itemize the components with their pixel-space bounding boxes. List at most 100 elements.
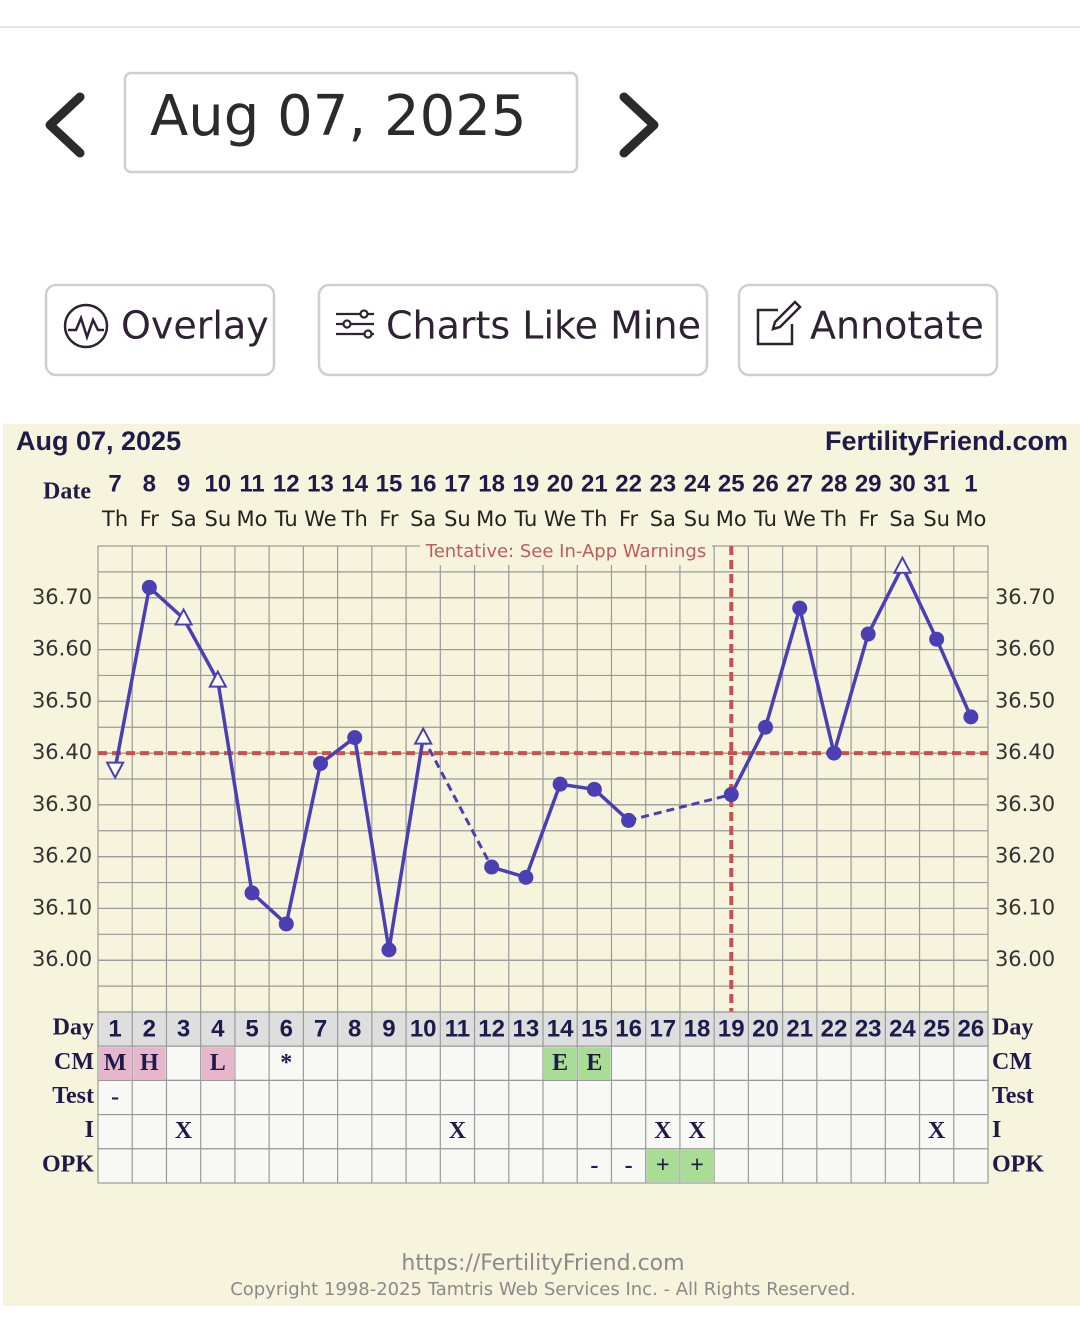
button-frame[interactable] [317,283,709,377]
y2-tick-label: 36.20 [995,844,1055,868]
date-label: 29 [855,470,882,497]
y-tick-label: 36.30 [32,792,92,816]
weekday-label: Fr [379,507,399,531]
date-label: 23 [649,470,676,497]
date-label: 14 [341,470,368,497]
date-label: 20 [547,470,574,497]
temp-point [963,709,979,725]
cell-highlight [544,1047,577,1080]
date-label: 10 [204,470,231,497]
annotation: Tentative: See In-App Warnings [425,541,706,562]
weekday-label: Su [444,507,471,531]
y-tick-label: 36.00 [32,947,92,971]
date-label: 1 [964,470,977,497]
table-cell: 8 [348,1015,361,1042]
date-label: 25 [718,470,745,497]
next-button[interactable] [619,92,659,158]
cell-highlight [646,1149,679,1182]
weekday-label: Th [580,507,607,531]
gap-connector [628,793,732,822]
table-cell: X [688,1118,706,1144]
weekday-label: Mo [237,507,268,531]
weekday-label: Sa [650,507,676,531]
charts-like-mine-button[interactable]: Charts Like Mine [317,283,709,377]
row-label: OPK [42,1151,94,1177]
table-cell: - [590,1152,598,1178]
row-label: Day [992,1015,1033,1041]
table-cell: 11 [445,1015,470,1042]
overlay-icon [68,314,104,341]
temp-point [484,859,500,875]
date-label: 13 [307,470,334,497]
date-label: 22 [615,470,642,497]
date-label: 28 [821,470,848,497]
temp-point [244,885,260,901]
date-label: 19 [513,470,540,497]
cell-highlight [99,1047,132,1080]
date-label: 31 [923,470,950,497]
annotate-button[interactable]: Annotate [737,283,999,377]
table-cell: 16 [615,1015,642,1042]
table-cell: X [654,1118,672,1144]
table-cell: 12 [478,1015,505,1042]
y-tick-label: 36.70 [32,585,92,609]
date-label: 11 [239,470,264,497]
temp-point [413,726,433,745]
table-cell: 14 [547,1015,574,1042]
weekday-label: Tu [513,507,537,531]
date-label: 7 [108,470,121,497]
y2-tick-label: 36.00 [995,947,1055,971]
prev-button[interactable] [45,92,85,158]
date-field[interactable] [123,71,579,174]
temp-point [208,669,228,688]
cell-highlight [578,1047,611,1080]
table-cell: X [928,1118,946,1144]
table-cell: 26 [958,1015,985,1042]
weekday-label: Fr [859,507,879,531]
temp-point [141,579,157,595]
y-tick-label: 36.20 [32,844,92,868]
table-cell: M [104,1050,127,1076]
weekday-label: Th [820,507,847,531]
brand: FertilityFriend.com [825,426,1068,456]
annotation-bg [420,539,712,565]
table-cell: 21 [786,1015,813,1042]
date-label: 27 [786,470,813,497]
table-cell: 15 [581,1015,608,1042]
date-label: 12 [273,470,300,497]
date-label: 30 [889,470,916,497]
prev-arrow[interactable] [45,92,85,158]
sliders-icon [336,309,374,339]
weekday-label: Su [684,507,711,531]
row-label: Test [992,1083,1034,1109]
temp-point [826,745,842,761]
plot: 7Th8Fr9Sa10Su11Mo12Tu13We14Th15Fr16Sa17S… [32,470,1055,1184]
date-label: 17 [444,470,471,497]
table-cell: 20 [752,1015,779,1042]
temp-point [278,916,294,932]
table-cell: L [210,1050,226,1076]
temp-point [860,626,876,642]
table-cell: - [111,1084,119,1110]
next-arrow[interactable] [619,92,659,158]
table-cell: 17 [649,1015,676,1042]
table-cell: 25 [923,1015,950,1042]
overlay-button[interactable]: Overlay [44,283,276,377]
button-frame[interactable] [44,283,276,377]
table-cell: X [449,1118,467,1144]
annotate-icon [756,300,802,346]
table-cell: 24 [889,1015,916,1042]
table-cell: + [656,1152,670,1178]
footer-url: https://FertilityFriend.com [401,1251,684,1276]
button-frame[interactable] [737,283,999,377]
table-cell: E [552,1050,568,1076]
temp-point [347,730,363,746]
date-label: 24 [684,470,711,497]
row-label: OPK [992,1151,1044,1177]
temp-point [173,607,194,626]
table-cell: 6 [280,1015,293,1042]
weekday-label: Th [341,507,368,531]
row-label: Day [53,1015,94,1041]
weekday-label: Fr [619,507,639,531]
weekday-label: Sa [410,507,436,531]
